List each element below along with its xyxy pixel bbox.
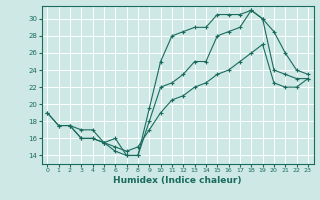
X-axis label: Humidex (Indice chaleur): Humidex (Indice chaleur)	[113, 176, 242, 185]
